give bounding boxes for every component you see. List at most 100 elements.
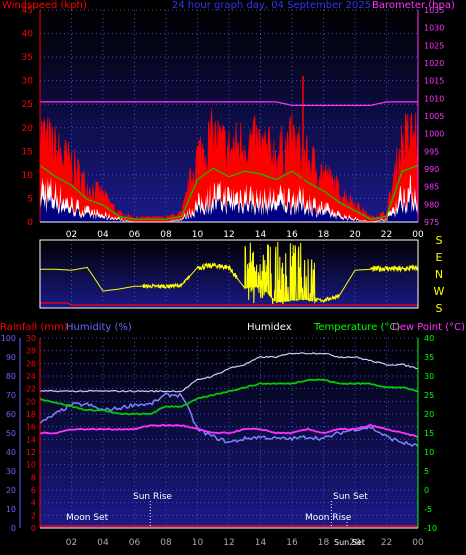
humidity-tick-label: 90 (6, 353, 16, 362)
wind-low-area (40, 190, 418, 222)
baro-tick-label: 1015 (424, 77, 444, 86)
x-tick-label: 00 (412, 230, 424, 240)
direction-label: E (436, 251, 443, 264)
x-tick-label: 02 (66, 230, 77, 240)
humidity-tick-label: 10 (6, 505, 16, 514)
temp-tick-label: -10 (424, 524, 437, 533)
baro-tick-label: 1035 (424, 6, 444, 15)
temp-axes: 0102030405060708090100024681012141618202… (1, 334, 437, 548)
baro-tick-label: 975 (424, 218, 439, 227)
humidity-tick-label: 70 (6, 391, 16, 400)
temp-tick-label: 10 (424, 448, 434, 457)
temp-tick-label: -5 (424, 505, 432, 514)
x-tick-label: 20 (349, 538, 361, 548)
rain-tick-label: 26 (26, 359, 36, 368)
wind-tick-label: 10 (22, 171, 34, 181)
x-tick-label: 12 (223, 230, 234, 240)
dewpoint-label: Dew Point (°C) (392, 322, 465, 333)
temp-series (39, 352, 419, 528)
wind-axes: 0510152025303540459759809859909951000100… (22, 6, 445, 240)
direction-frame (39, 239, 419, 309)
x-tick-label: 02 (66, 538, 77, 548)
humidex-line (39, 352, 419, 393)
wind-tick-label: 15 (22, 147, 33, 157)
temp-tick-label: 5 (424, 467, 429, 476)
temp-tick-label: 0 (424, 486, 429, 495)
x-tick-label: 08 (160, 538, 172, 548)
baro-tick-label: 995 (424, 147, 439, 156)
humidex-label: Humidex (247, 322, 292, 333)
direction-label: W (434, 285, 445, 298)
x-tick-label: 18 (318, 538, 330, 548)
baro-tick-label: 1000 (424, 130, 444, 139)
humidity-tick-label: 100 (1, 334, 16, 343)
x-tick-label: 10 (192, 230, 204, 240)
humidity-tick-label: 80 (6, 372, 16, 381)
dewpoint-line (39, 423, 419, 439)
rain-tick-label: 12 (26, 448, 36, 457)
wind-tick-label: 0 (27, 218, 33, 228)
rain-tick-label: 8 (31, 473, 36, 482)
sun-set-label: Sun Set (333, 492, 368, 502)
wind-tick-label: 20 (22, 124, 34, 134)
temp-tick-label: 15 (424, 429, 434, 438)
x-tick-label: 04 (97, 538, 109, 548)
x-tick-label: 12 (223, 538, 234, 548)
baro-tick-label: 990 (424, 165, 439, 174)
wind-average-area (40, 168, 418, 222)
moon-rise-label: Moon Rise (305, 513, 352, 523)
windspeed-label: Windspeed (kph) (2, 0, 87, 11)
baro-tick-label: 1025 (424, 41, 444, 50)
humidity-label: Humidity (%) (66, 322, 132, 333)
x-tick-label: 18 (318, 230, 330, 240)
temp-tick-label: 25 (424, 391, 434, 400)
temperature-line (39, 378, 419, 416)
baro-tick-label: 980 (424, 200, 439, 209)
x-tick-label: 06 (129, 230, 141, 240)
rain-tick-label: 20 (26, 397, 36, 406)
x-tick-label: 14 (255, 538, 267, 548)
baro-tick-label: 1005 (424, 112, 444, 121)
rain-tick-label: 0 (31, 524, 36, 533)
baro-tick-label: 1020 (424, 59, 444, 68)
wind-tick-label: 5 (27, 194, 33, 204)
x-tick-label: 16 (286, 538, 298, 548)
x-tick-label: 06 (129, 538, 141, 548)
wind-tick-label: 30 (22, 77, 34, 87)
moon-set-label: Moon Set (66, 513, 109, 523)
rainfall-label: Rainfall (mm) (0, 322, 68, 333)
humidity-tick-label: 60 (6, 410, 16, 419)
temp-tick-label: 20 (424, 410, 434, 419)
humidity-tick-label: 0 (11, 524, 16, 533)
baro-tick-label: 985 (424, 183, 439, 192)
wind-direction-line (40, 241, 419, 305)
wind-series (39, 75, 419, 223)
x-tick-label: 00 (412, 538, 424, 548)
x-tick-label: 22 (381, 230, 392, 240)
temperature-label: Temperature (°C) (313, 322, 400, 333)
rain-tick-label: 30 (26, 334, 36, 343)
rain-tick-label: 28 (26, 347, 36, 356)
humidity-tick-label: 50 (6, 429, 16, 438)
wind-mean-line (39, 164, 419, 220)
x-tick-label: 10 (192, 538, 204, 548)
x-tick-label: 14 (255, 230, 267, 240)
baro-tick-label: 1010 (424, 94, 444, 103)
wind-tick-label: 35 (22, 53, 33, 63)
temp-tick-label: 40 (424, 334, 434, 343)
direction-label: S (436, 234, 443, 247)
wind-tick-label: 45 (22, 6, 33, 16)
direction-series (40, 241, 419, 306)
temp-tick-label: 35 (424, 353, 434, 362)
rain-tick-label: 18 (26, 410, 36, 419)
rain-tick-label: 22 (26, 385, 36, 394)
x-tick-label: 08 (160, 230, 172, 240)
temp-tick-label: 30 (424, 372, 434, 381)
wind-tick-label: 40 (22, 30, 34, 40)
rain-tick-label: 2 (31, 511, 36, 520)
rain-tick-label: 14 (26, 435, 36, 444)
barometer-label: Barometer (hpa) (372, 0, 455, 11)
